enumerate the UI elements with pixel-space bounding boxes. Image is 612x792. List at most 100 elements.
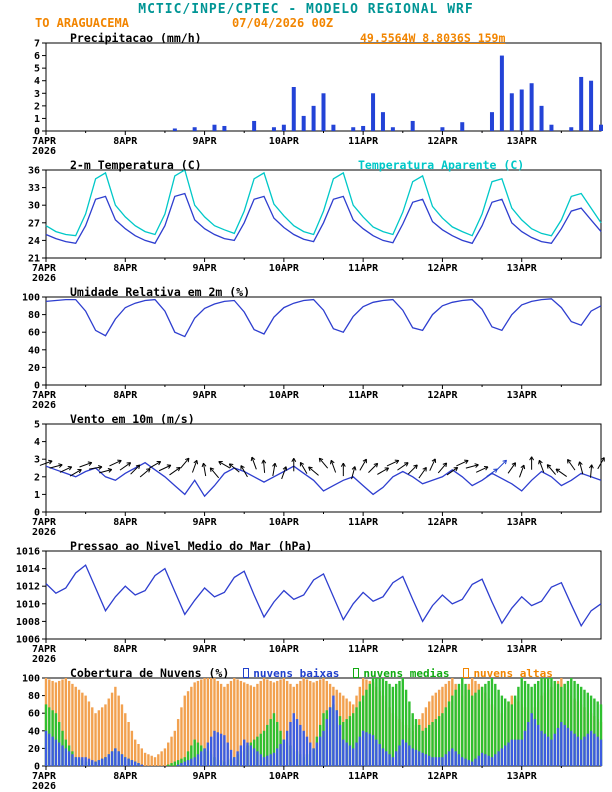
svg-text:20: 20 — [28, 744, 40, 755]
svg-text:8APR: 8APR — [113, 644, 138, 655]
svg-text:10APR: 10APR — [269, 263, 300, 274]
svg-text:1006: 1006 — [16, 635, 40, 646]
cloud-cover-title: Cobertura de Nuvens (%) nuvens baixas nu… — [70, 666, 553, 680]
svg-text:2026: 2026 — [32, 146, 56, 157]
svg-text:11APR: 11APR — [348, 644, 379, 655]
svg-text:11APR: 11APR — [348, 517, 379, 528]
svg-text:21: 21 — [28, 254, 40, 265]
svg-text:13APR: 13APR — [507, 644, 538, 655]
svg-text:3: 3 — [34, 89, 40, 100]
svg-text:0: 0 — [34, 508, 40, 519]
svg-text:2: 2 — [34, 101, 40, 112]
svg-text:7APR: 7APR — [32, 771, 57, 782]
svg-text:8APR: 8APR — [113, 136, 138, 147]
nuvens-baixas-label: nuvens baixas — [253, 666, 340, 680]
wind-title-text: Vento em 10m (m/s) — [70, 412, 195, 426]
svg-text:13APR: 13APR — [507, 771, 538, 782]
svg-text:40: 40 — [28, 345, 40, 356]
svg-text:10APR: 10APR — [269, 517, 300, 528]
svg-text:5: 5 — [34, 64, 40, 75]
coordinates-label: 49.5564W 8.8036S 159m — [360, 31, 506, 45]
svg-text:8APR: 8APR — [113, 263, 138, 274]
legend-nuvens-altas: nuvens altas — [463, 666, 553, 680]
svg-text:7APR: 7APR — [32, 644, 57, 655]
app-title: MCTIC/INPE/CPTEC - MODELO REGIONAL WRF — [138, 2, 474, 17]
svg-text:9APR: 9APR — [193, 771, 218, 782]
svg-text:9APR: 9APR — [193, 263, 218, 274]
header-row: TO ARAGUACEMA 07/04/2026 00Z — [0, 16, 612, 30]
svg-text:80: 80 — [28, 691, 40, 702]
svg-text:2026: 2026 — [32, 273, 56, 284]
svg-text:12APR: 12APR — [427, 263, 458, 274]
svg-text:40: 40 — [28, 726, 40, 737]
svg-text:6: 6 — [34, 51, 40, 62]
precipitation-title-text: Precipitacao (mm/h) — [70, 31, 202, 45]
wind-title: Vento em 10m (m/s) — [70, 412, 195, 426]
svg-text:7APR: 7APR — [32, 390, 57, 401]
svg-text:24: 24 — [28, 236, 40, 247]
svg-text:10APR: 10APR — [269, 771, 300, 782]
svg-text:12APR: 12APR — [427, 644, 458, 655]
svg-text:1014: 1014 — [16, 564, 40, 575]
svg-text:30: 30 — [28, 201, 40, 212]
svg-text:2026: 2026 — [32, 400, 56, 411]
precipitation-title: Precipitacao (mm/h) — [70, 31, 202, 45]
svg-text:0: 0 — [34, 127, 40, 138]
svg-text:2026: 2026 — [32, 654, 56, 665]
svg-text:2: 2 — [34, 472, 40, 483]
panel-humidity: Umidade Relativa em 2m (%) 0 20 40 60 80 100 7… — [0, 284, 612, 411]
svg-text:33: 33 — [28, 183, 40, 194]
svg-text:1016: 1016 — [16, 547, 40, 558]
svg-text:10APR: 10APR — [269, 390, 300, 401]
svg-text:60: 60 — [28, 328, 40, 339]
svg-text:2026: 2026 — [32, 527, 56, 538]
nuvens-medias-label: nuvens medias — [363, 666, 450, 680]
pressure-title-text: Pressao ao Nivel Medio do Mar (hPa) — [70, 539, 313, 553]
svg-text:11APR: 11APR — [348, 136, 379, 147]
svg-text:3: 3 — [34, 455, 40, 466]
nuvens-altas-label: nuvens altas — [473, 666, 553, 680]
svg-text:10APR: 10APR — [269, 136, 300, 147]
svg-text:13APR: 13APR — [507, 263, 538, 274]
svg-text:7APR: 7APR — [32, 136, 57, 147]
svg-text:7APR: 7APR — [32, 263, 57, 274]
panel-cloud-cover: Cobertura de Nuvens (%) nuvens baixas nu… — [0, 665, 612, 792]
svg-text:9APR: 9APR — [193, 517, 218, 528]
svg-text:12APR: 12APR — [427, 771, 458, 782]
humidity-title-text: Umidade Relativa em 2m (%) — [70, 285, 251, 299]
svg-text:1: 1 — [34, 114, 40, 125]
svg-text:1: 1 — [34, 490, 40, 501]
svg-text:1008: 1008 — [16, 617, 40, 628]
pressure-title: Pressao ao Nivel Medio do Mar (hPa) — [70, 539, 312, 553]
svg-text:0: 0 — [34, 762, 40, 773]
legend-nuvens-baixas: nuvens baixas — [243, 667, 339, 680]
svg-text:4: 4 — [34, 76, 40, 87]
panel-temperature: 2-m Temperatura (C) Temperatura Aparente… — [0, 157, 612, 284]
panel-wind: Vento em 10m (m/s) 0 1 2 3 4 5 7APR 2026 8APR 9AP… — [0, 411, 612, 538]
svg-text:13APR: 13APR — [507, 517, 538, 528]
svg-text:9APR: 9APR — [193, 644, 218, 655]
svg-text:1010: 1010 — [16, 599, 40, 610]
svg-text:7: 7 — [34, 39, 40, 50]
svg-text:9APR: 9APR — [193, 390, 218, 401]
humidity-title: Umidade Relativa em 2m (%) — [70, 285, 250, 299]
svg-text:11APR: 11APR — [348, 771, 379, 782]
cloud-cover-title-text: Cobertura de Nuvens (%) — [70, 666, 230, 680]
svg-text:5: 5 — [34, 420, 40, 431]
station-label: TO ARAGUACEMA — [35, 16, 129, 30]
svg-text:8APR: 8APR — [113, 517, 138, 528]
temperature-title: 2-m Temperatura (C) — [70, 158, 202, 172]
svg-text:100: 100 — [22, 293, 40, 304]
svg-text:10APR: 10APR — [269, 644, 300, 655]
svg-text:60: 60 — [28, 709, 40, 720]
apparent-temperature-label: Temperatura Aparente (C) — [358, 158, 525, 172]
svg-text:80: 80 — [28, 310, 40, 321]
panel-precipitation: Precipitacao (mm/h) 49.5564W 8.8036S 159… — [0, 30, 612, 157]
legend-nuvens-medias: nuvens medias — [353, 667, 449, 680]
